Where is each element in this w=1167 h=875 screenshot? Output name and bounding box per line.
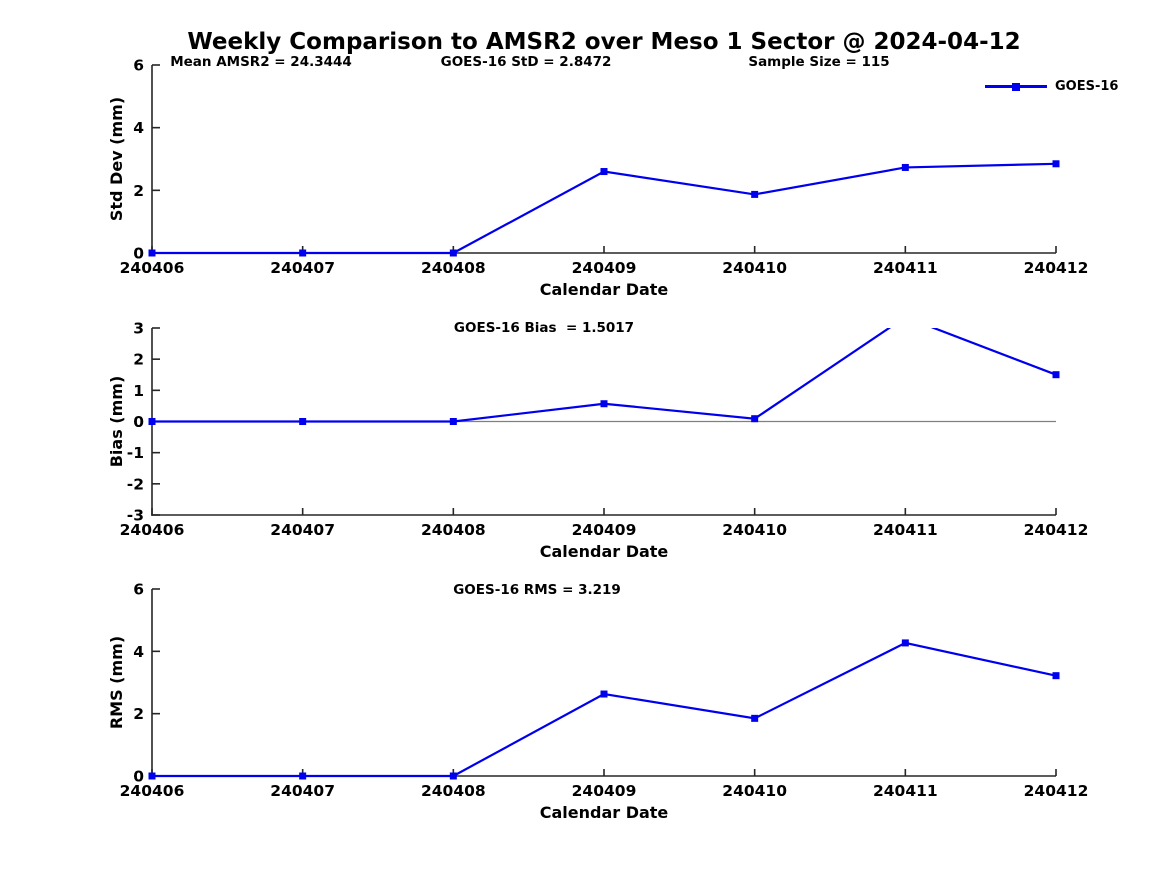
y-tick-label: 1	[133, 382, 144, 400]
legend: GOES-16	[985, 79, 1118, 94]
x-tick-label: 240412	[1024, 259, 1089, 277]
y-tick-label: 2	[133, 351, 144, 369]
data-point-marker	[902, 314, 909, 321]
y-tick-label: 0	[133, 768, 144, 786]
data-point-marker	[449, 418, 457, 425]
data-point-marker	[449, 772, 457, 780]
data-point-marker	[600, 168, 608, 176]
data-point-marker	[600, 690, 608, 698]
legend-line-sample	[985, 82, 1047, 91]
annotation-mean-amsr2: Mean AMSR2 = 24.3444	[170, 54, 352, 70]
subplot-rms: 0 2 4 6 240406 240407 240408 240409 240410 240411…	[107, 581, 1088, 823]
series-line	[152, 162, 1057, 255]
y-tick-label: -2	[127, 475, 144, 493]
data-point-marker	[901, 639, 909, 647]
x-tick-label: 240410	[722, 782, 787, 800]
y-tick-label: 6	[133, 581, 144, 599]
x-tick-label: 240406	[120, 782, 185, 800]
y-tick-label: 6	[133, 57, 144, 75]
x-axis-title: Calendar Date	[540, 542, 669, 561]
x-tick-label: 240408	[421, 259, 486, 277]
data-point-marker	[901, 163, 909, 171]
y-tick-label: 0	[133, 413, 144, 431]
y-axis-title: RMS (mm)	[107, 636, 126, 729]
x-tick-label: 240409	[572, 782, 637, 800]
data-point-marker	[751, 714, 759, 722]
subplot-stddev: 0 2 4 6 240406 240407 240408 240409 240410 240411…	[107, 57, 1088, 300]
data-point-marker	[299, 772, 307, 780]
x-tick-label: 240407	[270, 782, 335, 800]
annotation-goes16-std: GOES-16 StD = 2.8472	[440, 54, 612, 70]
x-tick-label: 240407	[270, 259, 335, 277]
x-tick-label: 240410	[722, 521, 787, 539]
series-line	[152, 641, 1057, 778]
page-title: Weekly Comparison to AMSR2 over Meso 1 S…	[187, 29, 1021, 55]
subplot-bias: -3 -2 -1 0 1 2 3 240406 240407 240408 240409 240410…	[107, 314, 1089, 562]
annotation-goes16-rms: GOES-16 RMS = 3.219	[453, 582, 621, 598]
x-tick-label: 240411	[873, 521, 938, 539]
data-point-marker	[600, 400, 608, 408]
data-point-marker	[299, 418, 307, 425]
x-tick-label: 240409	[572, 521, 637, 539]
y-tick-label: 2	[133, 705, 144, 723]
y-tick-label: 3	[133, 320, 144, 338]
annotation-sample-size: Sample Size = 115	[748, 54, 890, 70]
x-tick-label: 240406	[120, 521, 185, 539]
data-point-marker	[1052, 160, 1060, 168]
x-tick-label: 240408	[421, 782, 486, 800]
series-GOES-16	[148, 314, 1060, 425]
data-point-marker	[449, 249, 457, 257]
y-axis-title: Std Dev (mm)	[107, 97, 126, 221]
x-tick-label: 240407	[270, 521, 335, 539]
series-GOES-16	[148, 160, 1060, 257]
data-point-marker	[148, 249, 156, 257]
x-axis-title: Calendar Date	[540, 280, 669, 299]
data-point-marker	[1052, 371, 1060, 379]
y-tick-label: -1	[127, 444, 144, 462]
y-axis-title: Bias (mm)	[107, 376, 126, 468]
y-tick-label: 0	[133, 245, 144, 263]
y-tick-label: -3	[127, 507, 144, 525]
data-point-marker	[751, 415, 759, 423]
series-GOES-16	[148, 639, 1060, 780]
x-tick-label: 240412	[1024, 782, 1089, 800]
x-tick-label: 240410	[722, 259, 787, 277]
x-tick-label: 240411	[873, 782, 938, 800]
x-tick-label: 240408	[421, 521, 486, 539]
data-point-marker	[148, 418, 156, 425]
annotation-goes16-bias: GOES-16 Bias = 1.5017	[453, 320, 635, 336]
legend-label: GOES-16	[1055, 79, 1119, 94]
y-tick-label: 4	[133, 119, 144, 137]
data-point-marker	[148, 772, 156, 780]
x-tick-label: 240409	[572, 259, 637, 277]
x-axis-title: Calendar Date	[540, 803, 669, 822]
x-tick-label: 240406	[120, 259, 185, 277]
x-tick-label: 240412	[1024, 521, 1089, 539]
x-tick-label: 240411	[873, 259, 938, 277]
y-tick-label: 2	[133, 182, 144, 200]
legend-square-marker-icon	[1012, 82, 1020, 91]
data-point-marker	[299, 249, 307, 257]
data-point-marker	[751, 190, 759, 198]
y-tick-label: 4	[133, 643, 144, 661]
data-point-marker	[1052, 672, 1060, 680]
